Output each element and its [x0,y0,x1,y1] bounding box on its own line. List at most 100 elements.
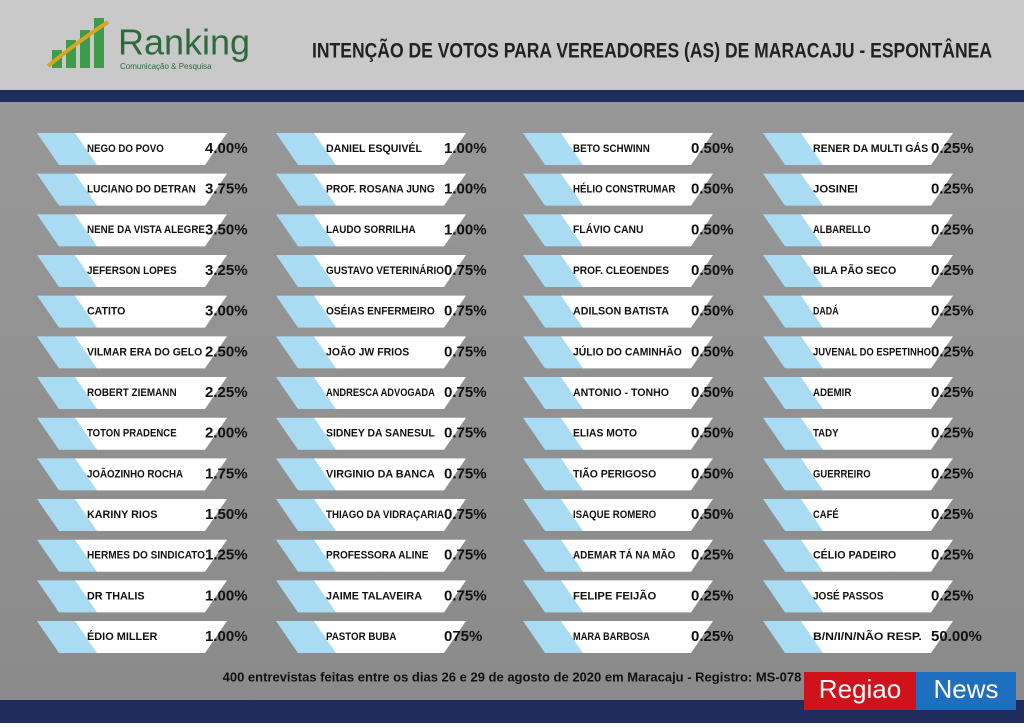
candidate-name: ROBERT ZIEMANN [87,387,177,399]
logo-sub: Comunicação & Pesquisa [120,62,212,71]
stripe [523,255,585,288]
stripe [37,336,99,369]
percent: 0.25% [931,140,974,157]
label-box [314,295,466,328]
header-bg [0,0,1024,90]
stripe [37,621,99,654]
label-box [801,255,953,288]
label-box [314,214,466,247]
label-box [801,539,953,572]
label-box [75,336,227,369]
candidate-name: CÉLIO PADEIRO [813,549,897,562]
percent: 0.25% [931,343,974,360]
percent: 0.75% [444,384,487,401]
percent: 0.75% [444,262,487,279]
candidate-name: JAIME TALAVEIRA [326,590,422,602]
stripe [276,214,338,247]
stripe [763,133,825,165]
candidate-name: JOÃO JW FRIOS [326,345,409,358]
candidate-name: BILA PÃO SECO [813,264,897,277]
percent: 0.50% [691,303,734,320]
label-box [75,255,227,288]
label-box [561,173,713,206]
stripe [523,173,585,206]
percent: 0.25% [931,384,974,401]
label-box [561,580,713,613]
percent: 0.75% [444,547,487,564]
stripe [763,580,825,613]
candidate-name: VILMAR ERA DO GELO [87,346,203,358]
percent: 0.50% [691,181,734,198]
candidate-name: RENER DA MULTI GÁS [813,142,928,155]
candidate-name: B/N/I/N/NÃO RESP. [813,630,922,643]
footer-note: 400 entrevistas feitas entre os dias 26 … [223,669,802,684]
stripe [276,377,338,410]
label-box [314,499,466,532]
candidate-name: CAFÉ [813,508,839,521]
stripe [523,377,585,410]
stripe [763,499,825,532]
candidate-name: HÉLIO CONSTRUMAR [573,183,675,196]
percent: 1.00% [444,181,487,198]
candidate-name: NEGO DO POVO [87,143,164,155]
stripe [276,621,338,654]
stripe [763,255,825,288]
candidate-name: ISAQUE ROMERO [573,509,657,521]
stripe [523,580,585,613]
candidate-name: PROF. ROSANA JUNG [326,184,435,196]
label-box [801,295,953,328]
label-box [314,621,466,654]
label-box [75,377,227,410]
stripe [523,499,585,532]
header-band [0,90,1024,102]
label-box [561,499,713,532]
label-box [801,458,953,491]
label-box [314,539,466,572]
label-box [801,173,953,206]
label-box [561,255,713,288]
candidate-name: ADEMIR [813,387,851,399]
percent: 0.25% [931,547,974,564]
percent: 0.75% [444,506,487,523]
percent: 3.00% [205,303,248,320]
label-box [75,295,227,328]
stripe [276,295,338,328]
stripe [276,255,338,288]
label-box [801,214,953,247]
percent: 0.25% [691,547,734,564]
label-box [561,458,713,491]
percent: 0.75% [444,465,487,482]
candidate-name: JOÃOZINHO ROCHA [87,467,183,480]
stripe [763,539,825,572]
percent: 4.00% [205,140,248,157]
label-box [75,621,227,654]
candidate-name: TOTON PRADENCE [87,428,177,440]
percent: 0.25% [931,221,974,238]
label-box [561,336,713,369]
candidate-name: THIAGO DA VIDRAÇARIA [326,509,444,521]
stripe [523,336,585,369]
stripe [276,580,338,613]
candidate-name: MARA BARBOSA [573,631,650,643]
candidate-name: LAUDO SORRILHA [326,224,416,236]
candidate-name: GUERREIRO [813,468,871,480]
percent: 0.75% [444,587,487,604]
candidate-name: ÉDIO MILLER [87,630,157,643]
stripe [37,173,99,206]
candidate-name: PROFESSORA ALINE [326,550,428,562]
stripe [763,173,825,206]
candidate-name: JUVENAL DO ESPETINHO [813,346,931,358]
label-box [561,295,713,328]
percent: 50.00% [931,628,982,645]
candidate-name: ADEMAR TÁ NA MÃO [573,549,676,562]
percent: 0.75% [444,343,487,360]
percent: 1.50% [205,506,248,523]
percent: 3.50% [205,221,248,238]
candidate-name: KARINY RIOS [87,509,157,521]
percent: 0.50% [691,506,734,523]
label-box [561,621,713,654]
candidate-name: GUSTAVO VETERINÁRIO [326,264,444,277]
label-box [75,458,227,491]
stripe [276,133,338,165]
percent: 0.50% [691,343,734,360]
